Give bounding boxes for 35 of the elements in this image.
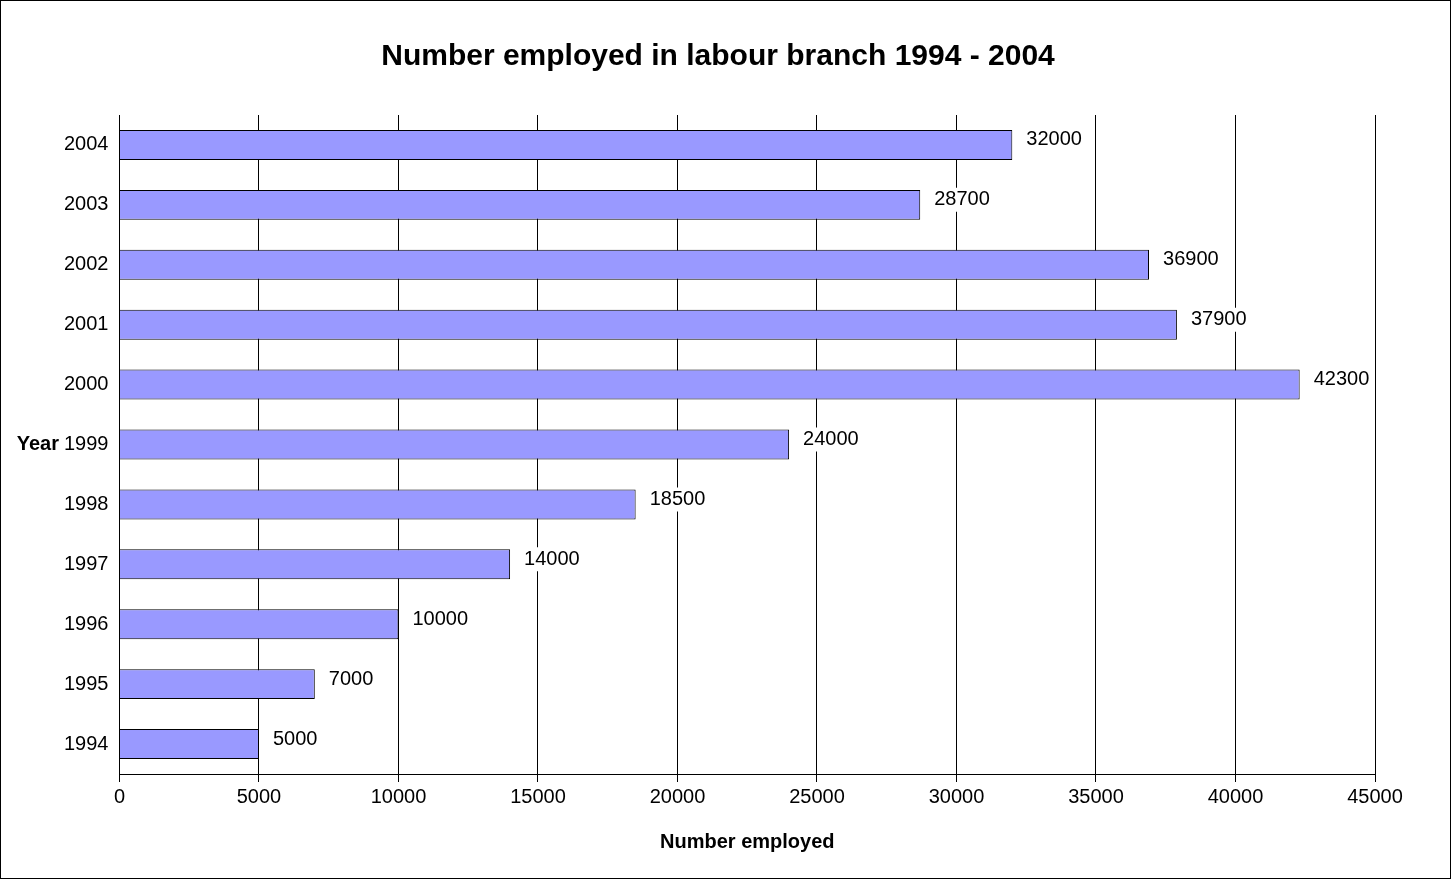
x-tick-label: 30000 bbox=[928, 784, 985, 807]
data-label: 14000 bbox=[524, 546, 580, 569]
y-tick-label: 1994 bbox=[63, 731, 109, 754]
y-axis-title: Year bbox=[16, 432, 60, 455]
y-tick-label: 2002 bbox=[63, 252, 109, 275]
y-tick-label: 1999 bbox=[63, 432, 109, 455]
data-label: 24000 bbox=[803, 427, 859, 450]
data-label: 7000 bbox=[328, 666, 374, 689]
data-label: 18500 bbox=[649, 486, 706, 509]
data-label: 37900 bbox=[1190, 307, 1247, 330]
y-tick-label: 1995 bbox=[63, 671, 109, 694]
data-label: 28700 bbox=[934, 187, 990, 210]
y-tick-label: 2004 bbox=[63, 132, 109, 155]
y-tick-label: 2001 bbox=[63, 312, 109, 335]
y-tick-label: 1998 bbox=[63, 491, 109, 514]
y-tick-label: 2000 bbox=[63, 372, 109, 395]
x-tick-label: 5000 bbox=[236, 784, 282, 807]
y-tick-label: 2003 bbox=[63, 192, 109, 215]
x-tick-label: 45000 bbox=[1347, 784, 1403, 807]
x-tick-label: 25000 bbox=[789, 784, 845, 807]
x-tick-label: 40000 bbox=[1207, 784, 1264, 807]
chart-title: Number employed in labour branch 1994 - 2004 bbox=[381, 38, 1056, 72]
data-label: 5000 bbox=[272, 726, 318, 749]
x-axis-title: Number employed bbox=[660, 829, 835, 852]
data-label: 10000 bbox=[412, 606, 469, 629]
y-tick-label: 1996 bbox=[63, 611, 109, 634]
y-tick-label: 1997 bbox=[63, 551, 109, 574]
x-tick-label: 10000 bbox=[370, 784, 427, 807]
x-tick-label: 15000 bbox=[510, 784, 566, 807]
data-label: 42300 bbox=[1313, 367, 1370, 390]
x-tick-label: 20000 bbox=[649, 784, 706, 807]
x-tick-label: 0 bbox=[113, 784, 126, 807]
x-tick-label: 35000 bbox=[1068, 784, 1124, 807]
data-label: 32000 bbox=[1026, 127, 1082, 150]
data-label: 36900 bbox=[1163, 247, 1219, 270]
